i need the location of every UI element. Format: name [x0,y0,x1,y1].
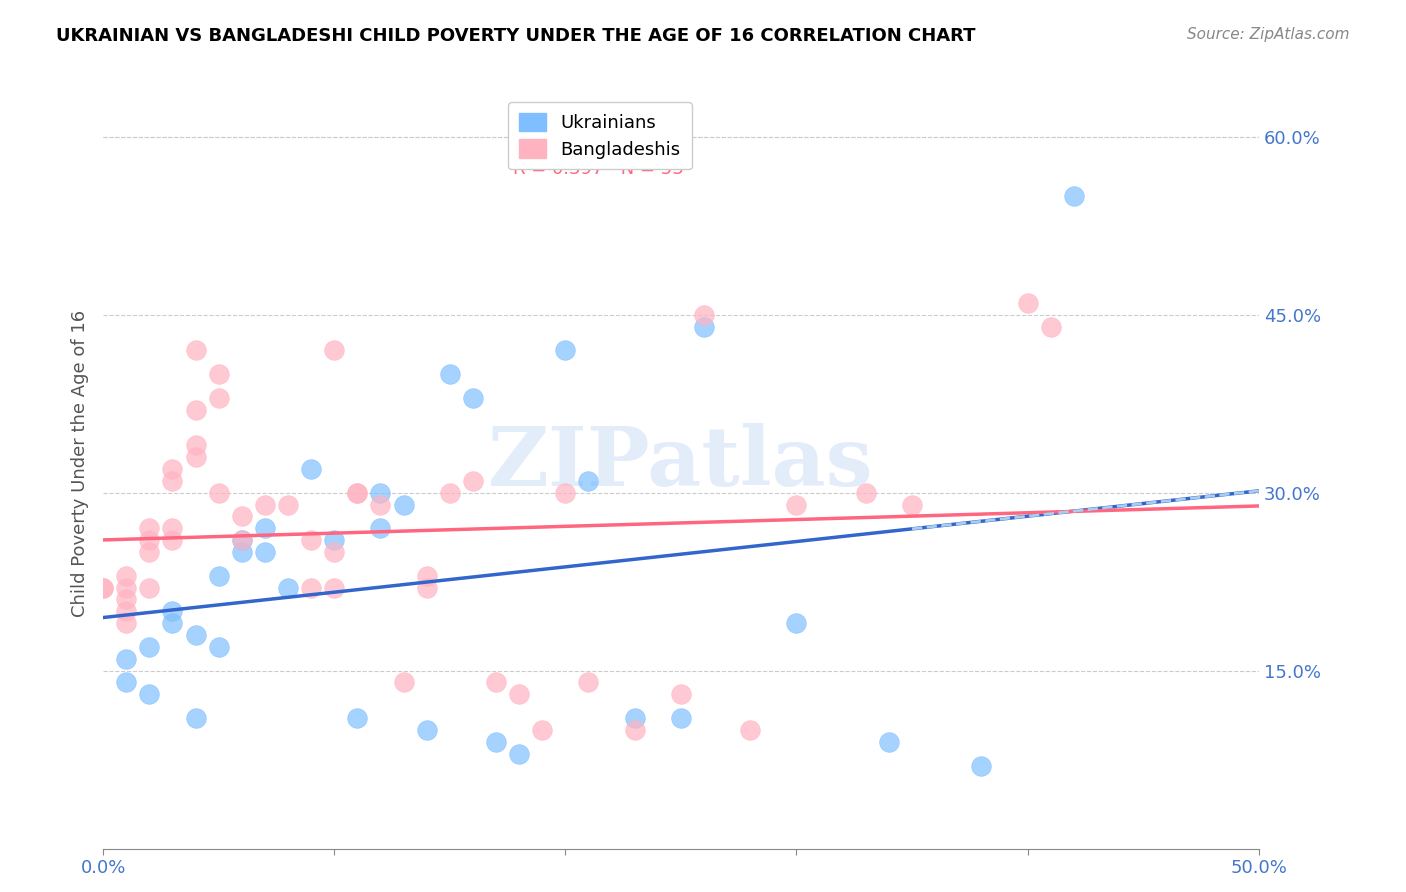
Legend: Ukrainians, Bangladeshis: Ukrainians, Bangladeshis [509,102,692,169]
Text: R = 0.397   N = 53: R = 0.397 N = 53 [513,160,685,178]
Point [323,545,346,559]
Point [184,450,207,464]
Point [208,568,231,582]
Point [184,343,207,358]
Text: Source: ZipAtlas.com: Source: ZipAtlas.com [1187,27,1350,42]
Point [162,474,184,488]
Point [208,485,231,500]
Point [531,723,554,737]
Point [115,592,138,607]
Point [970,758,993,772]
Point [231,509,253,524]
Point [669,687,692,701]
Point [208,391,231,405]
Point [299,581,322,595]
Point [277,498,299,512]
Point [299,462,322,476]
Point [392,498,415,512]
Point [485,675,508,690]
Text: UKRAINIAN VS BANGLADESHI CHILD POVERTY UNDER THE AGE OF 16 CORRELATION CHART: UKRAINIAN VS BANGLADESHI CHILD POVERTY U… [56,27,976,45]
Point [508,687,530,701]
Point [162,462,184,476]
Point [208,640,231,654]
Point [138,581,160,595]
Point [1063,189,1085,203]
Point [693,319,716,334]
Point [162,604,184,618]
Point [508,747,530,761]
Point [877,735,900,749]
Point [138,521,160,535]
Point [115,604,138,618]
Point [370,498,392,512]
Point [485,735,508,749]
Point [184,438,207,452]
Point [138,533,160,548]
Point [115,652,138,666]
Point [184,628,207,642]
Point [323,343,346,358]
Point [253,498,276,512]
Point [623,711,645,725]
Point [693,308,716,322]
Point [1039,319,1062,334]
Point [231,545,253,559]
Point [277,581,299,595]
Point [461,391,484,405]
Y-axis label: Child Poverty Under the Age of 16: Child Poverty Under the Age of 16 [72,310,89,616]
Point [392,675,415,690]
Point [669,711,692,725]
Point [740,723,762,737]
Point [855,485,877,500]
Point [299,533,322,548]
Point [184,402,207,417]
Point [253,521,276,535]
Point [346,485,368,500]
Point [785,616,807,631]
Point [184,711,207,725]
Point [415,581,437,595]
Point [785,498,807,512]
Text: ZIPatlas: ZIPatlas [488,423,873,503]
Point [138,545,160,559]
Point [208,367,231,381]
Point [231,533,253,548]
Point [231,533,253,548]
Point [253,545,276,559]
Point [461,474,484,488]
Point [578,675,600,690]
Point [162,521,184,535]
Point [323,533,346,548]
Point [370,521,392,535]
Point [323,581,346,595]
Point [91,581,114,595]
Point [162,616,184,631]
Point [439,485,461,500]
Point [115,616,138,631]
Point [91,581,114,595]
Point [346,711,368,725]
Point [901,498,924,512]
Point [370,485,392,500]
Point [115,675,138,690]
Point [554,485,576,500]
Point [115,581,138,595]
Point [623,723,645,737]
Point [578,474,600,488]
Point [138,640,160,654]
Point [415,723,437,737]
Point [439,367,461,381]
Point [162,533,184,548]
Point [346,485,368,500]
Text: R = 0.477   N = 35: R = 0.477 N = 35 [513,113,685,131]
Point [1017,296,1039,310]
Point [415,568,437,582]
Point [115,568,138,582]
Point [554,343,576,358]
Point [138,687,160,701]
